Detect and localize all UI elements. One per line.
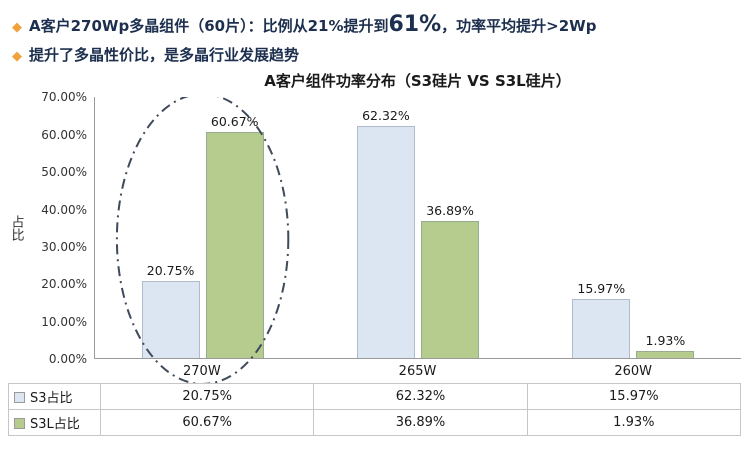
- bullet-line: ◆ A客户270Wp多晶组件（60片）：比例从21%提升到 61% ，功率平均提升>2…: [12, 10, 735, 40]
- bullet-text-segment: ，功率平均提升>2Wp: [441, 17, 597, 35]
- bullet-line: ◆ 提升了多晶性价比，是多晶行业发展趋势: [12, 45, 735, 66]
- data-table-body: S3占比 20.75% 62.32% 15.97% S3L占比 60.67% 36.89% 1…: [8, 383, 742, 437]
- table-row: S3占比 20.75% 62.32% 15.97%: [8, 383, 742, 411]
- table-value-cell: 20.75%: [99, 383, 315, 411]
- bar-group: 20.75%: [141, 97, 200, 359]
- y-axis-title: 占比: [8, 215, 24, 242]
- y-tick-label: 30.00%: [41, 239, 87, 254]
- chart-data-table: S3占比 20.75% 62.32% 15.97% S3L占比 60.67% 36.89% 1…: [8, 383, 742, 437]
- y-tick-label: 50.00%: [41, 165, 87, 180]
- bar: [636, 351, 695, 359]
- category-slot: 20.75% 60.67%: [95, 97, 310, 359]
- y-tick-label: 70.00%: [41, 90, 87, 105]
- bar-value-label: 62.32%: [362, 107, 410, 123]
- bar-group: 62.32%: [356, 97, 415, 359]
- bar-value-label: 1.93%: [645, 333, 686, 349]
- bar: [572, 298, 631, 359]
- bar-group: 36.89%: [420, 97, 480, 359]
- x-axis-category-label: 270W: [183, 363, 221, 379]
- x-axis-category-label: 265W: [398, 363, 437, 379]
- bar: [356, 125, 415, 359]
- series-name: S3占比: [30, 391, 73, 407]
- bar-group: 1.93%: [636, 97, 695, 359]
- bar-group: 60.67%: [205, 97, 264, 359]
- plot-zone: 占比 70.00% 60.00% 50.00% 40.00% 30.00% 20.00% 1…: [8, 90, 741, 384]
- chart-container: A客户组件功率分布（S3硅片 VS S3L硅片） 占比 70.00% 60.00%…: [8, 70, 742, 437]
- diamond-bullet-icon: ◆: [12, 48, 22, 64]
- legend-swatch: [14, 392, 25, 404]
- series-legend-cell: S3L占比: [8, 409, 101, 437]
- bar: [420, 220, 480, 359]
- legend-swatch: [14, 418, 25, 430]
- bar: [141, 280, 200, 359]
- y-tick-label: 40.00%: [41, 202, 87, 217]
- category-slot: 62.32% 36.89%: [310, 97, 525, 359]
- table-value-cell: 36.89%: [313, 409, 528, 437]
- table-value-cell: 15.97%: [526, 383, 742, 411]
- bar: [205, 132, 264, 359]
- bar-value-label: 60.67%: [210, 114, 259, 130]
- bar-value-label: 20.75%: [146, 262, 195, 278]
- chart-title: A客户组件功率分布（S3硅片 VS S3L硅片）: [264, 72, 571, 91]
- bar-value-label: 15.97%: [577, 280, 626, 296]
- bar-value-label: 36.89%: [426, 202, 474, 218]
- table-value-cell: 1.93%: [526, 409, 742, 437]
- y-tick-label: 10.00%: [41, 314, 87, 329]
- header-bullets: ◆ A客户270Wp多晶组件（60片）：比例从21%提升到 61% ，功率平均提升>2…: [0, 0, 747, 65]
- bullet-text-segment: A客户270Wp多晶组件（60片）：比例从21%提升到: [29, 17, 389, 35]
- diamond-bullet-icon: ◆: [12, 20, 22, 35]
- bar-group: 15.97%: [572, 97, 631, 359]
- table-row: S3L占比 60.67% 36.89% 1.93%: [8, 409, 742, 437]
- bar-slots: 20.75% 60.67% 62.32% 36.89% 15.97% 1.93%: [95, 97, 741, 359]
- category-slot: 15.97% 1.93%: [526, 97, 741, 359]
- x-axis-labels: 270W 265W 260W: [8, 359, 741, 383]
- y-tick-label: 20.00%: [41, 277, 87, 292]
- bullet-text-segment: 61%: [388, 12, 442, 37]
- y-axis-ticks: 70.00% 60.00% 50.00% 40.00% 30.00% 20.00% 10.0…: [24, 90, 94, 366]
- table-value-cell: 62.32%: [313, 383, 528, 411]
- series-legend-cell: S3占比: [8, 383, 101, 411]
- y-tick-label: 60.00%: [41, 127, 87, 142]
- bullet-text-segment: 提升了多晶性价比，是多晶行业发展趋势: [29, 45, 300, 64]
- x-axis-category-label: 260W: [614, 363, 653, 379]
- y-tick-label: 0.00%: [48, 352, 87, 367]
- series-name: S3L占比: [30, 417, 80, 433]
- table-value-cell: 60.67%: [99, 409, 315, 437]
- plot-area: 占比 70.00% 60.00% 50.00% 40.00% 30.00% 20.00% 1…: [8, 90, 741, 366]
- plot: 20.75% 60.67% 62.32% 36.89% 15.97% 1.93%: [94, 97, 741, 360]
